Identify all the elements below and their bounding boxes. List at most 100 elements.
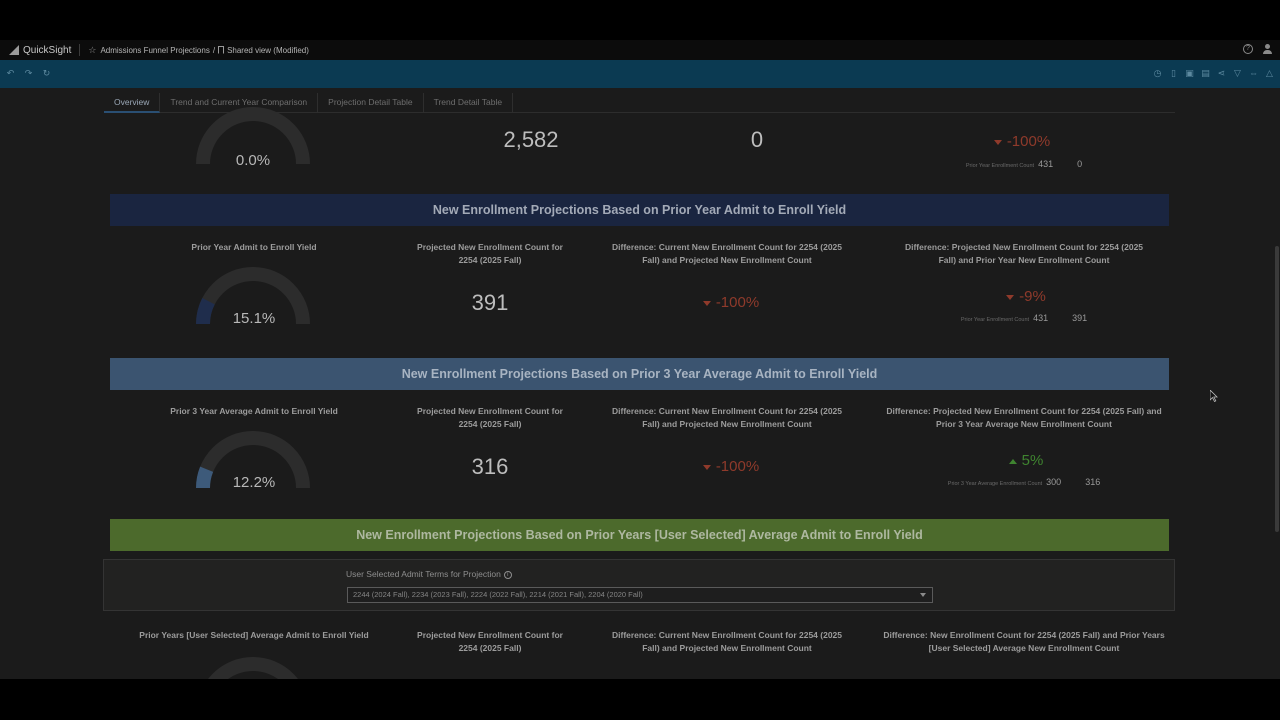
section2-diff2-title: Difference: Projected New Enrollment Cou… — [886, 406, 1162, 429]
page-scrollbar[interactable] — [1274, 88, 1280, 679]
section1-compare-label: Prior Year Enrollment Count — [960, 317, 1030, 323]
breadcrumb: ☆ Admissions Funnel Projections / Shared… — [88, 45, 309, 56]
help-icon[interactable]: ? — [1243, 44, 1253, 54]
section2-proj-value[interactable]: 316 — [471, 454, 509, 479]
kpi-top-change[interactable]: -100% — [942, 133, 1102, 150]
gauge-track — [196, 431, 310, 488]
sheet-tabs: Overview Trend and Current Year Comparis… — [104, 93, 1175, 113]
section1-diff2-title: Difference: Projected New Enrollment Cou… — [904, 242, 1144, 265]
kpi-top-1[interactable]: 2,582 — [503, 127, 559, 152]
section3-diff2-title: Difference: New Enrollment Count for 225… — [883, 630, 1165, 653]
alert-icon[interactable]: △ — [1266, 68, 1273, 78]
gauge-track — [208, 657, 298, 679]
section2-compare-b: 316 — [1085, 477, 1101, 487]
filter-label-text: User Selected Admit Terms for Projection — [346, 569, 501, 579]
app-name: QuickSight — [23, 44, 72, 56]
admit-terms-dropdown[interactable]: 2244 (2024 Fall), 2234 (2023 Fall), 2224… — [347, 587, 933, 603]
tab-projection-detail[interactable]: Projection Detail Table — [318, 93, 424, 113]
section1-gauge-value: 15.1% — [232, 310, 276, 327]
section2-proj-title: Projected New Enrollment Count for 2254 … — [417, 406, 563, 429]
print-icon[interactable]: ▤ — [1201, 68, 1210, 78]
section2-diff2[interactable]: 5% — [946, 452, 1106, 469]
section2-compare-label: Prior 3 Year Average Enrollment Count — [947, 481, 1043, 487]
admit-terms-filter-control: User Selected Admit Terms for Projection… — [103, 559, 1175, 611]
favorite-star-icon[interactable]: ☆ — [88, 44, 97, 55]
increase-arrow-icon — [1008, 458, 1017, 464]
section1-compare: Prior Year Enrollment Count 431 391 — [904, 313, 1144, 323]
section3-gauge-title: Prior Years [User Selected] Average Admi… — [139, 630, 369, 640]
gauge-top-value: 0.0% — [235, 152, 271, 169]
section2-compare-a: 300 — [1046, 477, 1062, 487]
section2-diff1[interactable]: -100% — [651, 458, 811, 475]
bookmark-icon[interactable]: ▯ — [1171, 68, 1176, 78]
export-icon[interactable]: ▣ — [1185, 68, 1194, 78]
header-divider — [79, 44, 81, 56]
section1-proj-title: Projected New Enrollment Count for 2254 … — [417, 242, 563, 265]
dashboard-toolbar: ↶ ↷ ↻ ◷ ▯ ▣ ▤ ⋖ ▽ ⇔ △ — [0, 60, 1280, 88]
filter-label: User Selected Admit Terms for Projection… — [346, 569, 512, 579]
section2-banner: New Enrollment Projections Based on Prio… — [110, 358, 1169, 390]
section2-diff2-value: 5% — [1021, 452, 1044, 469]
section2-gauge[interactable] — [193, 424, 313, 488]
section1-diff1[interactable]: -100% — [651, 294, 811, 311]
dashboard-canvas: Overview Trend and Current Year Comparis… — [0, 88, 1280, 679]
app-header: QuickSight ☆ Admissions Funnel Projectio… — [0, 40, 1280, 60]
mouse-cursor-icon — [1210, 390, 1218, 402]
section1-banner: New Enrollment Projections Based on Prio… — [110, 194, 1169, 226]
breadcrumb-separator: / — [212, 45, 216, 55]
gauge-track — [196, 107, 310, 164]
section1-compare-b: 391 — [1072, 313, 1088, 323]
decrease-arrow-icon — [702, 464, 711, 470]
kpi-top-compare-label: Prior Year Enrollment Count — [965, 163, 1035, 169]
decrease-arrow-icon — [1006, 294, 1015, 300]
gauge-top[interactable] — [193, 100, 313, 164]
tab-trend-comparison[interactable]: Trend and Current Year Comparison — [160, 93, 319, 113]
share-icon[interactable]: ⋖ — [1217, 68, 1226, 78]
schedule-icon[interactable]: ◷ — [1153, 68, 1162, 78]
tab-overview[interactable]: Overview — [104, 93, 161, 113]
section1-diff1-value: -100% — [715, 294, 760, 311]
quicksight-logo[interactable]: QuickSight — [9, 45, 71, 56]
gauge-fill — [196, 297, 215, 324]
section3-proj-title: Projected New Enrollment Count for 2254 … — [417, 630, 563, 653]
section3-gauge[interactable] — [193, 650, 313, 679]
undo-icon[interactable]: ↶ — [6, 68, 15, 78]
breadcrumb-view[interactable]: Shared view (Modified) — [227, 45, 309, 55]
section3-banner: New Enrollment Projections Based on Prio… — [110, 519, 1169, 551]
tab-trend-detail[interactable]: Trend Detail Table — [424, 93, 514, 113]
bookmark-small-icon — [218, 46, 225, 54]
section2-diff1-value: -100% — [715, 458, 760, 475]
kpi-top-compare-b: 0 — [1077, 159, 1083, 169]
redo-icon[interactable]: ↷ — [24, 68, 33, 78]
kpi-top-compare-a: 431 — [1038, 159, 1054, 169]
section2-diff1-title: Difference: Current New Enrollment Count… — [611, 406, 843, 429]
section1-gauge[interactable] — [193, 260, 313, 324]
decrease-arrow-icon — [702, 300, 711, 306]
chevron-down-icon[interactable] — [920, 593, 926, 597]
toolbar-left: ↶ ↷ ↻ — [6, 69, 51, 78]
breadcrumb-analysis[interactable]: Admissions Funnel Projections — [100, 45, 210, 55]
letterbox-bottom — [0, 679, 1280, 720]
kpi-top-2[interactable]: 0 — [750, 127, 764, 152]
scrollbar-thumb[interactable] — [1275, 246, 1279, 532]
header-actions: ? — [1243, 44, 1272, 54]
section1-compare-a: 431 — [1033, 313, 1049, 323]
gauge-fill — [196, 466, 214, 488]
info-icon[interactable]: i — [503, 570, 512, 579]
reset-icon[interactable]: ↻ — [42, 68, 51, 78]
section1-gauge-title: Prior Year Admit to Enroll Yield — [191, 242, 317, 252]
section2-gauge-value: 12.2% — [232, 474, 276, 491]
section2-gauge-title: Prior 3 Year Average Admit to Enroll Yie… — [170, 406, 338, 416]
kpi-top-change-value: -100% — [1006, 133, 1051, 150]
toolbar-right: ◷ ▯ ▣ ▤ ⋖ ▽ ⇔ △ — [1153, 69, 1274, 78]
section1-proj-value[interactable]: 391 — [471, 290, 509, 315]
section2-compare: Prior 3 Year Average Enrollment Count 300… — [904, 477, 1144, 487]
filter-icon[interactable]: ▽ — [1234, 68, 1241, 78]
fit-width-icon[interactable]: ⇔ — [1249, 68, 1258, 78]
section1-diff2-value: -9% — [1019, 288, 1046, 305]
section1-diff1-title: Difference: Current New Enrollment Count… — [611, 242, 843, 265]
section1-diff2[interactable]: -9% — [946, 288, 1106, 305]
quicksight-logo-icon — [9, 45, 19, 55]
user-icon[interactable] — [1263, 44, 1272, 54]
